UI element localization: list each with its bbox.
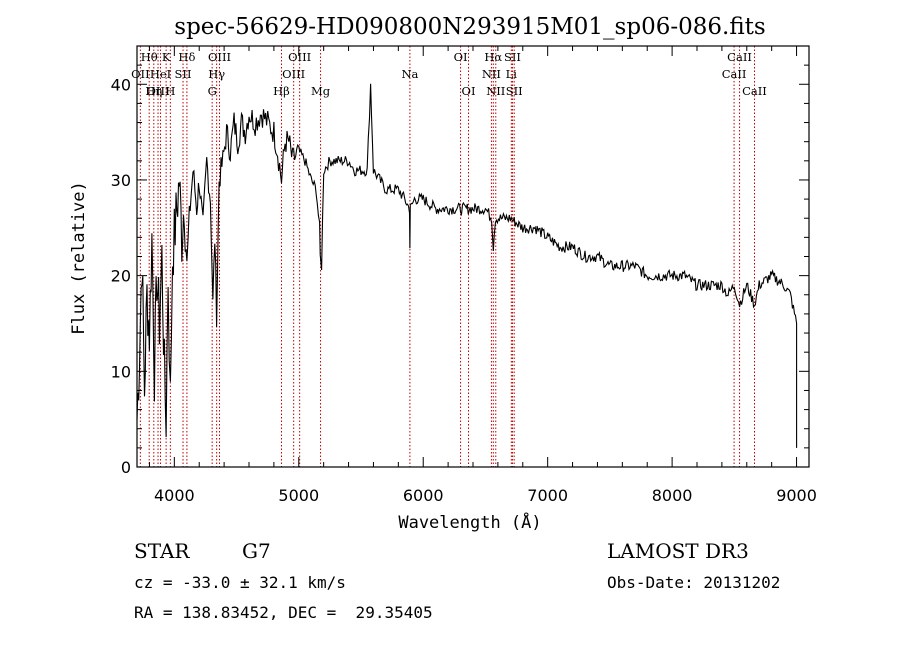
line-label: NII — [482, 67, 501, 81]
spectrum-line — [136, 83, 798, 448]
line-markers — [139, 46, 755, 467]
y-tick-label: 30 — [111, 171, 131, 190]
redshift-velocity: cz = -33.0 ± 32.1 km/s — [134, 573, 346, 592]
x-tick-label: 4000 — [154, 486, 195, 505]
line-label: Hθ — [141, 50, 158, 64]
line-label: G — [208, 84, 217, 98]
line-label: OII — [131, 67, 150, 81]
y-tick-label: 20 — [111, 267, 131, 286]
line-label: CaII — [722, 67, 747, 81]
line-label: Hα — [484, 50, 502, 64]
line-label: SII — [175, 67, 192, 81]
line-label: OIII — [146, 84, 169, 98]
line-label: Li — [506, 67, 518, 81]
y-tick-labels: 0 10 20 30 40 — [111, 75, 131, 477]
line-label: OIII — [208, 50, 231, 64]
x-tick-label: 7000 — [527, 486, 568, 505]
y-tick-label: 10 — [111, 362, 131, 381]
x-tick-label: 8000 — [652, 486, 693, 505]
line-label: CaII — [742, 84, 767, 98]
line-label: SII — [504, 50, 521, 64]
object-type: STAR — [134, 539, 190, 563]
plot-frame — [136, 45, 810, 468]
coordinates: RA = 138.83452, DEC = 29.35405 — [134, 603, 433, 622]
x-axis-label: Wavelength (Å) — [398, 511, 541, 533]
line-label: OI — [454, 50, 468, 64]
chart-title: spec-56629-HD090800N293915M01_sp06-086.f… — [174, 14, 765, 40]
line-label: NII — [486, 84, 505, 98]
line-label: Hη — [145, 84, 162, 98]
x-tick-labels: 4000 5000 6000 7000 8000 9000 — [154, 486, 817, 505]
line-label: Hβ — [273, 84, 290, 98]
spectral-class: G7 — [242, 539, 271, 563]
axis-ticks — [137, 45, 809, 468]
x-tick-label: 6000 — [403, 486, 444, 505]
x-tick-label: 5000 — [278, 486, 319, 505]
line-label: OIII — [288, 50, 311, 64]
y-axis-label: Flux (relative) — [69, 181, 89, 335]
y-tick-label: 0 — [121, 458, 131, 477]
y-tick-label: 40 — [111, 75, 131, 94]
line-label: Mg — [311, 84, 331, 98]
line-label: K — [162, 50, 171, 64]
line-label: OIII — [282, 67, 305, 81]
x-tick-label: 9000 — [776, 486, 817, 505]
line-label: SII — [506, 84, 523, 98]
line-label: Hδ — [178, 50, 195, 64]
line-label: HeI — [150, 67, 171, 81]
line-label: CaII — [727, 50, 752, 64]
line-label: Na — [401, 67, 418, 81]
line-label: OI — [462, 84, 476, 98]
observation-date: Obs-Date: 20131202 — [607, 573, 781, 592]
line-label: H — [165, 84, 175, 98]
survey-name: LAMOST DR3 — [607, 539, 749, 563]
line-label: Hγ — [208, 67, 225, 81]
